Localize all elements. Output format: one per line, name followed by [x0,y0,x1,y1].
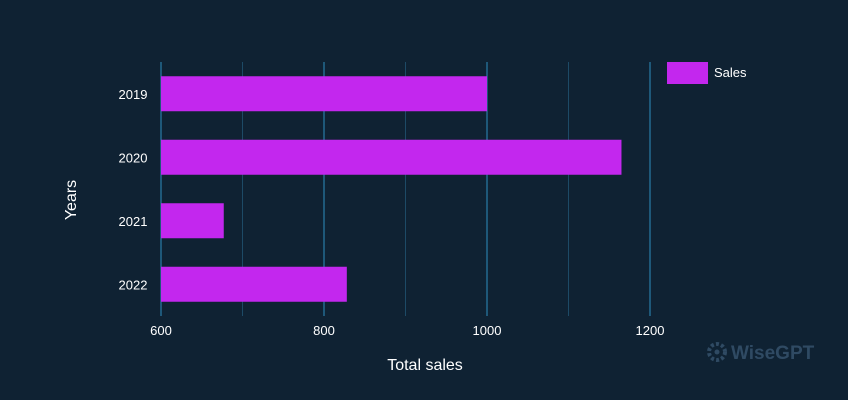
y-axis-title: Years [63,180,80,220]
bar-2021 [161,203,224,239]
brand-watermark: WiseGPT [707,342,815,364]
y-tick-labels: 2019 2020 2021 2022 [119,87,148,293]
y-tick-label: 2019 [119,87,148,102]
bar-2022 [161,266,347,302]
bar-2019 [161,76,487,112]
brand-name: WiseGPT [731,343,815,364]
y-tick-label: 2022 [119,277,148,292]
wisegpt-logo-icon [707,342,727,362]
bar-2020 [161,139,622,175]
legend: Sales [667,62,747,84]
x-tick-labels: 600 800 1000 1200 [150,323,664,338]
x-axis-title: Total sales [387,357,463,374]
x-tick-label: 800 [313,323,335,338]
x-tick-label: 1000 [473,323,502,338]
legend-label: Sales [714,65,747,80]
bars [161,76,622,302]
y-tick-label: 2020 [119,150,148,165]
x-tick-label: 1200 [636,323,665,338]
y-tick-label: 2021 [119,214,148,229]
x-tick-label: 600 [150,323,172,338]
legend-swatch [667,62,708,84]
